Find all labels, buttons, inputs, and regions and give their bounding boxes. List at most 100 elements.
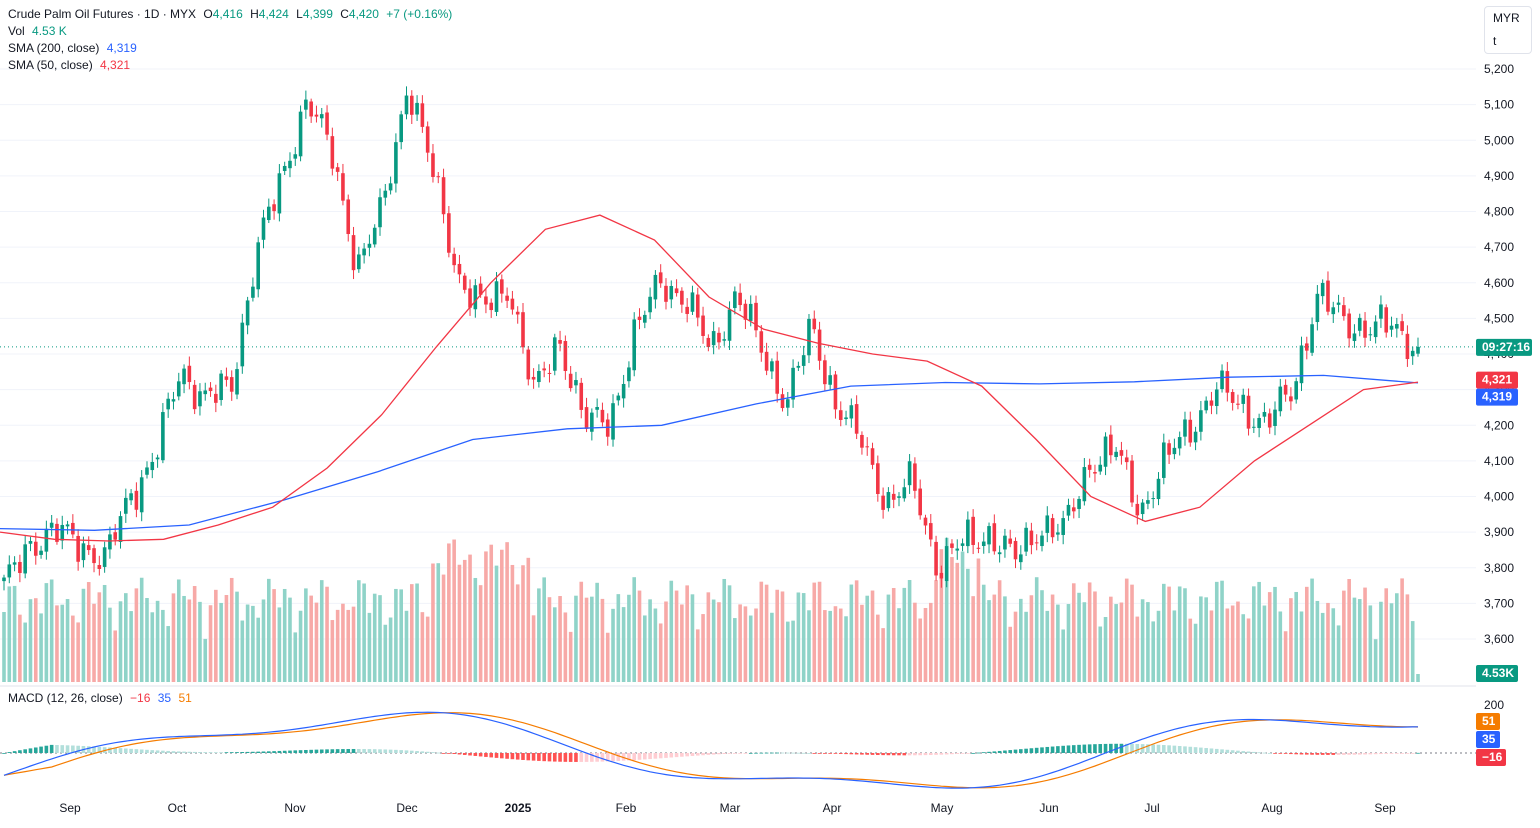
- candle-body: [1289, 396, 1293, 402]
- candle-body: [1034, 542, 1039, 544]
- macd-histogram-bar: [309, 749, 313, 753]
- legend-sma200[interactable]: SMA (200, close) 4,319: [8, 40, 141, 57]
- macd-histogram-bar: [473, 753, 478, 756]
- macd-histogram-bar: [1066, 745, 1071, 753]
- volume-bar: [452, 539, 456, 682]
- candle-body: [664, 285, 668, 302]
- candle-body: [738, 292, 742, 306]
- candle-body: [145, 467, 149, 475]
- price-axis-label: 5,000: [1484, 133, 1514, 147]
- macd-histogram-bar: [1177, 746, 1182, 753]
- legend-volume[interactable]: Vol 4.53 K: [8, 23, 71, 40]
- volume-bar: [92, 603, 96, 682]
- volume-bar: [1119, 602, 1124, 682]
- candle-body: [1135, 503, 1140, 516]
- volume-bar: [182, 595, 186, 682]
- volume-bar: [1320, 612, 1325, 682]
- candle-body: [785, 399, 790, 408]
- candle-body: [685, 306, 689, 314]
- volume-bar: [928, 602, 933, 682]
- low-label: L: [296, 7, 303, 21]
- macd-histogram-bar: [966, 753, 970, 754]
- macd-histogram-bar: [505, 753, 509, 759]
- macd-histogram-bar: [129, 748, 133, 753]
- macd-histogram-bar: [166, 750, 170, 753]
- volume-bar: [960, 551, 965, 682]
- candle-body: [997, 552, 1002, 555]
- volume-bar: [674, 590, 679, 682]
- candle-body: [108, 534, 112, 550]
- candle-body: [1177, 437, 1182, 449]
- candle-body: [102, 547, 107, 567]
- candle-body: [420, 103, 425, 127]
- candle-body: [1373, 321, 1378, 338]
- volume-bar: [1003, 596, 1007, 682]
- candle-body: [1124, 457, 1129, 463]
- volume-bar: [1352, 597, 1357, 682]
- macd-histogram-bar: [812, 753, 817, 754]
- macd-histogram-bar: [203, 752, 208, 753]
- volume-bar: [669, 580, 674, 682]
- candle-body: [1347, 313, 1351, 339]
- macd-histogram-bar: [420, 751, 425, 753]
- macd-histogram-bar: [1294, 753, 1298, 755]
- volume-bar: [605, 632, 610, 682]
- macd-histogram-bar: [489, 753, 494, 758]
- macd-histogram-bar: [277, 750, 282, 753]
- candle-body: [934, 541, 938, 576]
- candle-body: [653, 274, 658, 300]
- macd-histogram-bar: [600, 753, 605, 762]
- macd-histogram-bar: [971, 752, 975, 754]
- candle-body: [706, 337, 711, 348]
- volume-bar: [510, 564, 515, 682]
- candle-body: [1193, 431, 1198, 443]
- macd-histogram-bar: [1082, 744, 1087, 753]
- macd-histogram-bar: [876, 753, 880, 756]
- volume-bar: [198, 601, 202, 682]
- currency-unit-box[interactable]: MYR t: [1484, 6, 1532, 54]
- macd-signal-tag: 51: [1482, 714, 1496, 728]
- macd-histogram-bar: [1003, 750, 1007, 753]
- volume-bar: [1183, 588, 1187, 682]
- candle-body: [1395, 324, 1399, 329]
- volume-bar: [33, 598, 38, 682]
- macd-histogram-bar: [1262, 752, 1267, 754]
- volume-bar: [526, 557, 531, 682]
- volume-bar: [1151, 621, 1156, 682]
- symbol-name[interactable]: Crude Palm Oil Futures · 1D · MYX: [8, 7, 197, 21]
- macd-histogram-bar: [944, 753, 949, 755]
- candle-body: [1400, 321, 1404, 331]
- volume-bar: [1087, 582, 1092, 682]
- volume-bar: [494, 565, 499, 682]
- macd-histogram-bar: [394, 749, 398, 753]
- macd-histogram-bar: [526, 753, 531, 761]
- moving-averages: [0, 214, 1419, 542]
- volume-bar: [378, 595, 382, 682]
- volume-bar: [1289, 598, 1293, 682]
- macd-histogram-bar: [1071, 745, 1076, 753]
- candle-body: [1389, 325, 1394, 330]
- candle-body: [1379, 304, 1383, 319]
- legend-macd[interactable]: MACD (12, 26, close) −16 35 51: [8, 690, 196, 707]
- macd-histogram-bar: [605, 753, 610, 762]
- candle-body: [865, 446, 870, 448]
- macd-histogram-bar: [621, 753, 626, 761]
- volume-bar: [611, 608, 615, 682]
- macd-histogram-bar: [288, 750, 292, 753]
- macd-histogram-bar: [65, 745, 70, 753]
- volume-bar: [1347, 579, 1351, 682]
- candle-body: [918, 488, 922, 516]
- volume-bar: [219, 602, 223, 682]
- volume-bar: [81, 588, 86, 682]
- candle-body: [637, 316, 642, 320]
- candle-body: [251, 286, 255, 298]
- candle-body: [1315, 293, 1320, 323]
- volume-bar: [643, 615, 647, 682]
- candle-body: [971, 516, 975, 545]
- volume-bar: [1188, 618, 1193, 682]
- candle-body: [92, 548, 96, 564]
- legend-sma50[interactable]: SMA (50, close) 4,321: [8, 57, 134, 74]
- macd-histogram-bar: [1299, 753, 1304, 755]
- candle-body: [801, 355, 806, 366]
